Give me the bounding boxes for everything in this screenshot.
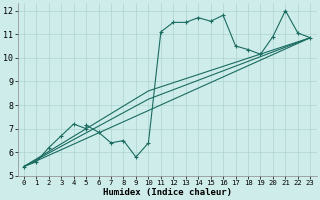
X-axis label: Humidex (Indice chaleur): Humidex (Indice chaleur): [103, 188, 232, 197]
